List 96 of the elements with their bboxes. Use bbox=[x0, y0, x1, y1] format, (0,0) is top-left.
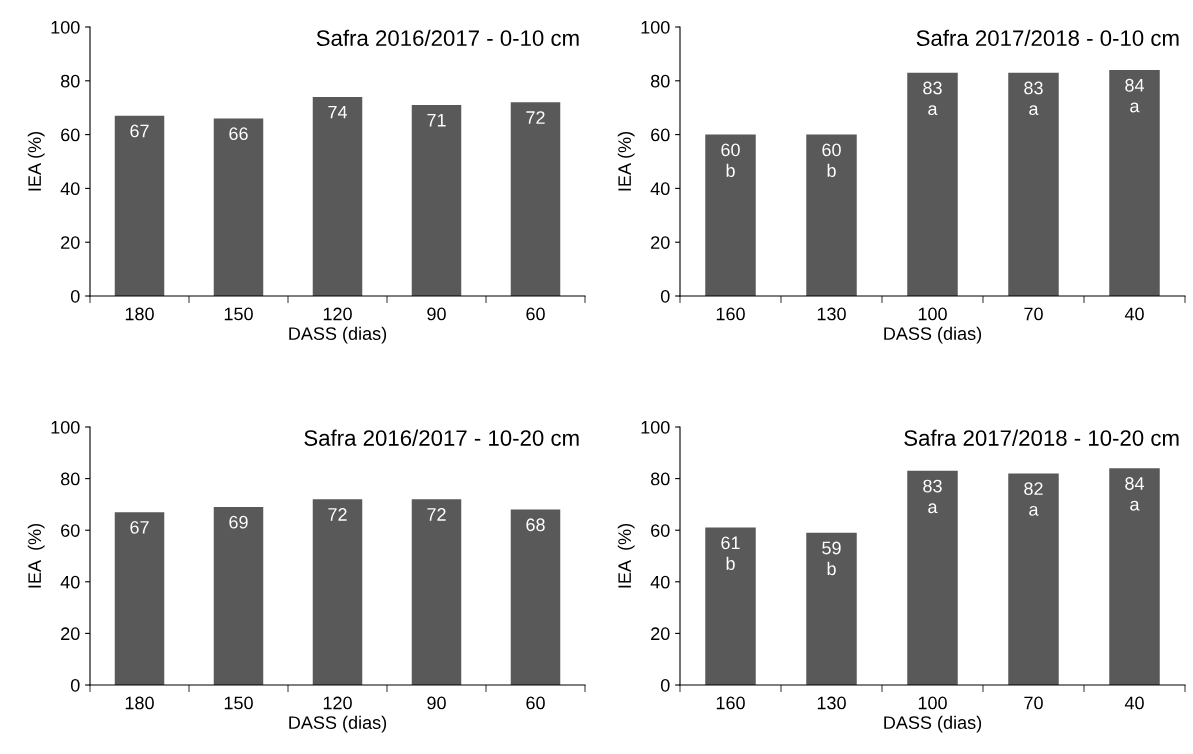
x-tick-label: 40 bbox=[1124, 696, 1144, 710]
bar bbox=[510, 509, 561, 685]
chart-title: Safra 2016/2017 - 10-20 cm bbox=[304, 429, 579, 446]
data-label: 72 bbox=[526, 111, 545, 124]
y-tick-label: 0 bbox=[70, 678, 80, 692]
data-label: 68 bbox=[526, 518, 545, 532]
data-label: 83 a bbox=[1024, 81, 1043, 116]
x-tick-label: 40 bbox=[1124, 307, 1144, 321]
data-label: 67 bbox=[130, 124, 149, 138]
x-tick-label: 100 bbox=[918, 696, 947, 710]
bar bbox=[806, 532, 857, 685]
y-tick-label: 20 bbox=[61, 627, 80, 641]
x-tick-label: 60 bbox=[526, 307, 545, 321]
y-tick-label: 40 bbox=[650, 182, 670, 196]
bar bbox=[806, 134, 857, 296]
x-tick-label: 70 bbox=[1024, 307, 1043, 321]
y-axis-title: IEA (%) bbox=[617, 524, 635, 588]
chart-title: Safra 2017/2018 - 10-20 cm bbox=[904, 429, 1179, 446]
data-label: 82 a bbox=[1024, 482, 1043, 516]
y-tick-label: 40 bbox=[650, 575, 670, 589]
y-tick-label: 20 bbox=[651, 627, 670, 641]
bar bbox=[312, 96, 363, 296]
y-tick-label: 80 bbox=[650, 472, 670, 486]
x-tick-label: 180 bbox=[125, 696, 154, 710]
y-tick-label: 0 bbox=[660, 289, 670, 303]
chart-title: Safra 2017/2018 - 0-10 cm bbox=[916, 29, 1179, 47]
y-tick-label: 0 bbox=[660, 678, 670, 692]
bar bbox=[114, 512, 165, 685]
bar bbox=[907, 470, 958, 685]
bar bbox=[907, 72, 958, 296]
y-tick-label: 60 bbox=[651, 524, 670, 537]
bar bbox=[1109, 468, 1160, 685]
x-tick-label: 180 bbox=[125, 307, 154, 321]
y-tick-label: 60 bbox=[61, 128, 80, 142]
data-label: 67 bbox=[130, 520, 149, 534]
bar bbox=[1008, 473, 1059, 685]
bar bbox=[510, 102, 561, 296]
data-label: 72 bbox=[427, 508, 446, 521]
data-label: 74 bbox=[328, 105, 348, 119]
y-axis-title: IEA (%) bbox=[27, 132, 45, 191]
x-tick-label: 130 bbox=[817, 307, 846, 321]
bar bbox=[705, 134, 756, 296]
data-label: 83 a bbox=[923, 479, 942, 514]
y-tick-label: 80 bbox=[60, 74, 80, 88]
data-label: 72 bbox=[328, 508, 347, 521]
y-tick-label: 100 bbox=[51, 20, 80, 34]
y-tick-label: 80 bbox=[60, 472, 80, 486]
y-tick-label: 40 bbox=[60, 182, 80, 196]
data-label: 83 a bbox=[923, 81, 942, 116]
data-label: 61 b bbox=[721, 536, 740, 570]
bar bbox=[1109, 70, 1160, 296]
data-label: 84 a bbox=[1125, 78, 1145, 113]
bar bbox=[114, 115, 165, 296]
y-tick-label: 100 bbox=[51, 420, 80, 434]
bar bbox=[1008, 72, 1059, 296]
x-tick-label: 100 bbox=[918, 307, 947, 321]
x-tick-label: 150 bbox=[224, 696, 253, 710]
y-tick-label: 60 bbox=[61, 524, 80, 537]
data-label: 60 b bbox=[721, 143, 740, 177]
data-label: 66 bbox=[229, 127, 248, 141]
bar bbox=[312, 499, 363, 685]
data-label: 71 bbox=[427, 114, 446, 127]
x-tick-label: 60 bbox=[526, 696, 545, 710]
data-label: 60 b bbox=[822, 143, 841, 177]
bar bbox=[411, 499, 462, 685]
bar bbox=[705, 527, 756, 685]
x-axis-title: DASS (dias) bbox=[289, 715, 387, 733]
bar bbox=[213, 506, 264, 685]
x-tick-label: 150 bbox=[224, 307, 253, 321]
x-tick-label: 160 bbox=[716, 696, 745, 710]
x-axis-title: DASS (dias) bbox=[884, 715, 982, 733]
y-axis-title: IEA (%) bbox=[617, 132, 635, 191]
x-tick-label: 120 bbox=[323, 696, 352, 710]
y-tick-label: 100 bbox=[641, 420, 670, 434]
x-tick-label: 120 bbox=[323, 307, 352, 321]
bar bbox=[411, 105, 462, 296]
y-tick-label: 60 bbox=[651, 128, 670, 142]
x-axis-title: DASS (dias) bbox=[884, 326, 982, 344]
y-tick-label: 0 bbox=[70, 289, 80, 303]
y-tick-label: 100 bbox=[641, 20, 670, 34]
data-label: 84 a bbox=[1125, 477, 1145, 511]
data-label: 69 bbox=[229, 515, 248, 529]
x-tick-label: 70 bbox=[1024, 696, 1043, 710]
x-tick-label: 130 bbox=[817, 696, 846, 710]
y-tick-label: 20 bbox=[651, 236, 670, 249]
bar bbox=[213, 118, 264, 296]
y-tick-label: 20 bbox=[61, 236, 80, 249]
data-label: 59 b bbox=[822, 541, 841, 576]
chart-title: Safra 2016/2017 - 0-10 cm bbox=[316, 29, 579, 47]
y-tick-label: 80 bbox=[650, 74, 670, 88]
x-axis-title: DASS (dias) bbox=[289, 326, 387, 344]
x-tick-label: 160 bbox=[716, 307, 745, 321]
y-tick-label: 40 bbox=[60, 575, 80, 589]
x-tick-label: 90 bbox=[427, 696, 446, 710]
y-axis-title: IEA (%) bbox=[27, 524, 45, 588]
x-tick-label: 90 bbox=[427, 307, 446, 321]
